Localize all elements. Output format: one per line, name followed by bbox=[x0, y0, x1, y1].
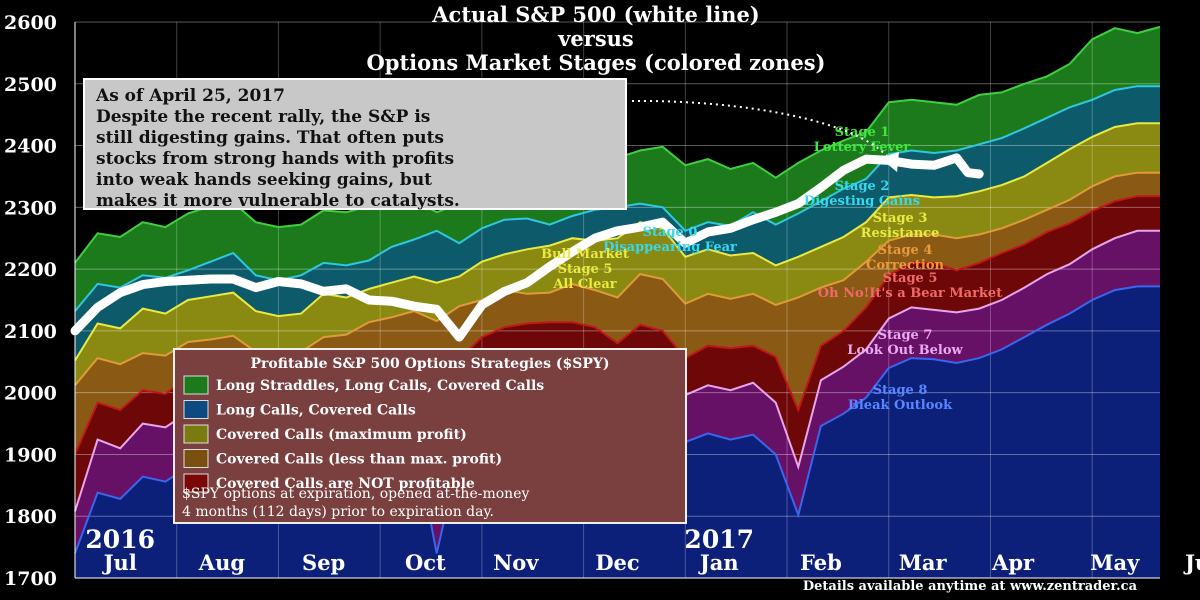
chart-title-line-0: Actual S&P 500 (white line) bbox=[431, 2, 759, 27]
ytick-label-2: 1900 bbox=[4, 444, 57, 466]
stage-label-1-line-1: Digesting Gains bbox=[804, 194, 920, 209]
year-label-0: 2016 bbox=[85, 525, 155, 554]
legend-box bbox=[173, 348, 687, 524]
note-arrow-head bbox=[880, 152, 899, 172]
legend-swatch-1 bbox=[183, 400, 209, 419]
ytick-label-1: 1800 bbox=[4, 506, 57, 528]
stage-label-4-line-1: Stage 5 bbox=[558, 262, 613, 277]
stage-label-0-line-0: Stage 1 bbox=[835, 125, 890, 140]
legend-layer: Profitable S&P 500 Options Strategies ($… bbox=[173, 348, 687, 524]
zone-edge-2 bbox=[74, 122, 1160, 362]
legend-note-line-0: $SPY options at expiration, opened at-th… bbox=[182, 486, 529, 502]
xtick-label-4: Nov bbox=[493, 550, 539, 575]
ytick-label-9: 2600 bbox=[4, 12, 57, 34]
legend-label-3: Covered Calls (less than max. profit) bbox=[216, 452, 502, 468]
note-line-1: Despite the recent rally, the S&P is bbox=[96, 107, 430, 127]
xtick-label-5: Dec bbox=[595, 550, 639, 575]
ytick-label-4: 2100 bbox=[4, 321, 57, 343]
legend-note-line-1: 4 months (112 days) prior to expiration … bbox=[182, 504, 494, 520]
legend-title: Profitable S&P 500 Options Strategies ($… bbox=[251, 356, 610, 372]
note-box bbox=[83, 78, 627, 210]
xtick-label-3: Oct bbox=[405, 550, 446, 575]
legend-label-4: Covered Calls are NOT profitable bbox=[216, 476, 475, 492]
ytick-label-5: 2200 bbox=[4, 259, 57, 281]
stage-label-1-line-0: Stage 2 bbox=[835, 179, 890, 194]
year-label-1: 2017 bbox=[684, 525, 754, 554]
legend-label-0: Long Straddles, Long Calls, Covered Call… bbox=[216, 378, 544, 394]
stage-label-5-line-1: Correction bbox=[866, 258, 945, 273]
note-line-5: makes it more vulnerable to catalysts. bbox=[96, 191, 460, 211]
xtick-label-7: Feb bbox=[800, 550, 842, 575]
xtick-label-1: Aug bbox=[198, 550, 246, 575]
stage-label-5-line-0: Stage 4 bbox=[878, 243, 933, 258]
legend-swatch-4 bbox=[183, 473, 209, 493]
ytick-label-7: 2400 bbox=[4, 136, 57, 158]
stage-label-7-line-0: Stage 7 bbox=[878, 328, 933, 343]
axis-layer: 1700 1800 1900 2000 2100 2200 2300 2400 2500 2600… bbox=[4, 12, 1200, 590]
ytick-label-3: 2000 bbox=[4, 383, 57, 405]
stage-label-3-line-0: Stage 3 bbox=[873, 211, 928, 226]
stage-label-6-line-0: Stage 5 bbox=[883, 271, 938, 286]
xtick-label-11: Jun bbox=[1183, 550, 1200, 575]
chart-title-line-2: Options Market Stages (colored zones) bbox=[366, 50, 825, 75]
xtick-label-9: Apr bbox=[991, 550, 1035, 575]
xtick-label-2: Sep bbox=[302, 550, 345, 575]
stage-label-7-line-1: Look Out Below bbox=[847, 343, 963, 358]
title-layer: Actual S&P 500 (white line)versusOptions… bbox=[366, 2, 825, 75]
stage-label-2-line-0: Stage 0 bbox=[643, 225, 698, 240]
stage-label-8-line-1: Bleak Outlook bbox=[848, 398, 953, 413]
xtick-label-0: Jul bbox=[102, 550, 137, 575]
ytick-label-6: 2300 bbox=[4, 197, 57, 219]
stage-label-4-line-0: Bull Market bbox=[541, 247, 629, 262]
note-line-0: As of April 25, 2017 bbox=[95, 86, 285, 106]
stage-label-0-line-1: Lottery Fever bbox=[814, 140, 911, 155]
legend-label-1: Long Calls, Covered Calls bbox=[216, 403, 416, 419]
legend-swatch-2 bbox=[183, 424, 209, 444]
sp500-layer bbox=[70, 153, 984, 342]
ytick-label-0: 1700 bbox=[4, 568, 57, 590]
legend-swatch-3 bbox=[183, 449, 209, 468]
note-line-2: still digesting gains. That often puts bbox=[96, 128, 444, 148]
legend-swatch-0 bbox=[183, 375, 209, 395]
stage-label-2-line-1: Disappearing Fear bbox=[603, 240, 737, 255]
footer-text: Details available anytime at www.zentrad… bbox=[803, 579, 1138, 594]
stage-label-6-line-1: Oh No!It's a Bear Market bbox=[818, 286, 1002, 301]
chart-title-line-1: versus bbox=[557, 26, 634, 51]
xtick-label-6: Jan bbox=[698, 550, 739, 575]
ytick-label-8: 2500 bbox=[4, 74, 57, 96]
xtick-label-10: May bbox=[1090, 550, 1140, 575]
sp500-line bbox=[70, 153, 984, 342]
xtick-label-8: Mar bbox=[899, 550, 948, 575]
note-line-4: into weak hands seeking gains, but bbox=[96, 170, 432, 190]
stage-label-8-line-0: Stage 8 bbox=[873, 383, 928, 398]
stage-label-4-line-2: All Clear bbox=[552, 277, 616, 292]
legend-label-2: Covered Calls (maximum profit) bbox=[216, 427, 467, 443]
stage-label-3-line-1: Resistance bbox=[861, 226, 940, 241]
note-line-3: stocks from strong hands with profits bbox=[96, 149, 454, 169]
